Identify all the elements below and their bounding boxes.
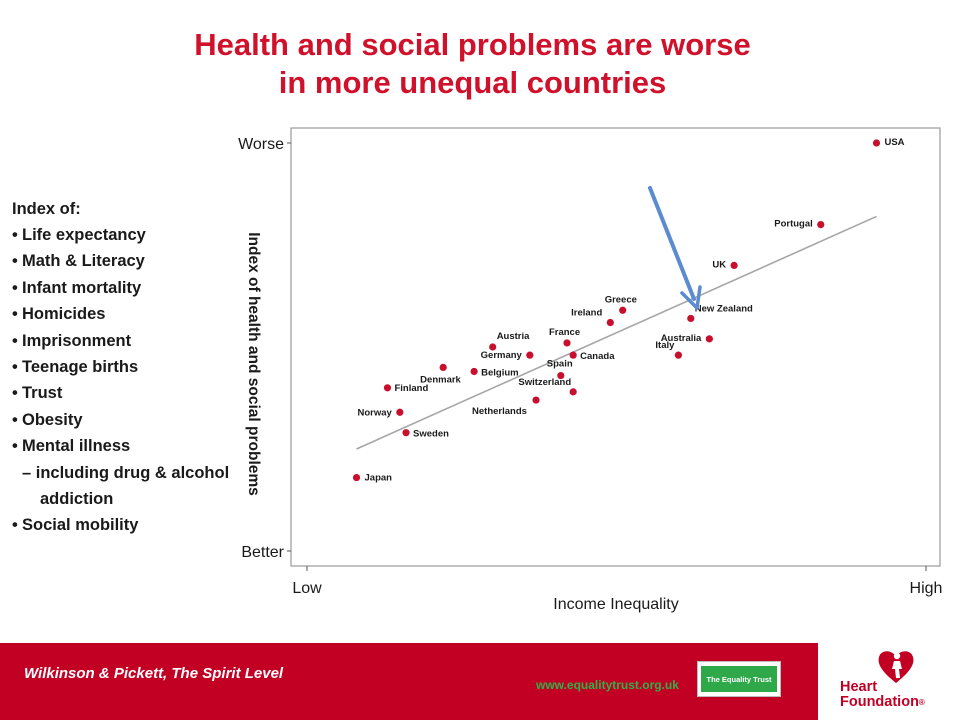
data-point bbox=[872, 139, 881, 147]
x-tick-high: High bbox=[910, 566, 943, 597]
data-point bbox=[619, 306, 627, 314]
data-point bbox=[526, 351, 534, 359]
x-axis-label: Income Inequality bbox=[553, 596, 678, 613]
x-tick-low: Low bbox=[292, 566, 322, 597]
arrow-head bbox=[680, 285, 702, 310]
index-items: Life expectancy Math & Literacy Infant m… bbox=[12, 222, 242, 538]
index-heading: Index of: bbox=[12, 200, 81, 218]
data-point bbox=[606, 318, 614, 327]
point-label: Austria bbox=[497, 331, 530, 342]
point-label: Belgium bbox=[481, 367, 518, 378]
index-item: Homicides bbox=[12, 301, 242, 328]
data-point bbox=[402, 429, 410, 437]
equality-trust-link[interactable]: www.equalitytrust.org.uk bbox=[536, 678, 679, 692]
title-line-1: Health and social problems are worse bbox=[194, 27, 751, 62]
index-item: Social mobility bbox=[12, 512, 242, 539]
y-axis-label: Index of health and social problems bbox=[245, 232, 262, 496]
data-point bbox=[687, 314, 695, 323]
point-label: Netherlands bbox=[472, 406, 527, 417]
title-line-2: in more unequal countries bbox=[278, 65, 667, 100]
heart-foundation-wordmark: Heart Foundation® bbox=[840, 680, 925, 710]
index-item: Trust bbox=[12, 380, 242, 407]
data-point bbox=[383, 384, 392, 392]
points-layer bbox=[352, 139, 881, 482]
heart-foundation-logo: Heart Foundation® bbox=[818, 643, 960, 720]
point-label: Portugal bbox=[774, 219, 813, 230]
x-tick-label-low: Low bbox=[292, 580, 322, 597]
data-point bbox=[470, 367, 478, 376]
x-tick-label-high: High bbox=[910, 580, 943, 597]
point-label: Germany bbox=[481, 350, 523, 361]
point-label: Ireland bbox=[571, 308, 602, 319]
point-label: Spain bbox=[547, 359, 573, 370]
data-point bbox=[705, 335, 713, 343]
point-label: Norway bbox=[358, 407, 393, 418]
index-item: Math & Literacy bbox=[12, 248, 242, 275]
plot-frame bbox=[290, 127, 941, 567]
annotation-arrow bbox=[648, 186, 702, 310]
slide-title: Health and social problems are worse in … bbox=[0, 26, 945, 102]
index-item: Teenage births bbox=[12, 354, 242, 381]
data-point bbox=[674, 351, 683, 359]
data-point bbox=[817, 221, 825, 229]
trend-line bbox=[356, 215, 877, 450]
index-item: Life expectancy bbox=[12, 222, 242, 249]
point-label: Sweden bbox=[413, 429, 449, 440]
index-list: Index of: Life expectancy Math & Literac… bbox=[12, 196, 242, 538]
arrow-shaft bbox=[648, 186, 696, 301]
trend-line-group bbox=[356, 215, 877, 450]
brand-mark: ® bbox=[918, 698, 925, 707]
point-label: New Zealand bbox=[695, 303, 753, 314]
index-item: Obesity bbox=[12, 407, 242, 434]
index-item: Imprisonment bbox=[12, 328, 242, 355]
data-point bbox=[532, 396, 540, 404]
index-subitem: – including drug & alcohol addiction bbox=[12, 460, 242, 512]
index-item: Mental illness bbox=[12, 433, 242, 460]
point-label: Australia bbox=[661, 333, 702, 344]
point-label: Japan bbox=[365, 473, 393, 484]
brand-line-2: Foundation bbox=[840, 694, 919, 710]
point-label: Denmark bbox=[420, 374, 461, 385]
point-label: Italy bbox=[655, 340, 675, 351]
y-tick-label-better: Better bbox=[241, 544, 284, 561]
data-point bbox=[557, 371, 565, 380]
point-label: Finland bbox=[394, 383, 428, 394]
index-item: Infant mortality bbox=[12, 275, 242, 302]
data-point bbox=[396, 408, 404, 416]
equality-trust-logo-text: The Equality Trust bbox=[701, 666, 777, 692]
footer-band bbox=[0, 643, 960, 720]
point-label: France bbox=[549, 327, 580, 338]
brand-line-1: Heart bbox=[840, 679, 878, 695]
point-label: Greece bbox=[605, 294, 637, 305]
data-point bbox=[352, 473, 361, 482]
y-tick-worse: Worse bbox=[238, 136, 291, 153]
data-point bbox=[563, 339, 571, 347]
y-tick-better: Better bbox=[241, 544, 291, 561]
point-label: UK bbox=[712, 259, 726, 270]
data-point bbox=[569, 351, 577, 359]
point-label: Canada bbox=[580, 351, 615, 362]
data-point bbox=[730, 261, 738, 269]
data-point bbox=[439, 363, 447, 371]
heart-foundation-icon bbox=[878, 651, 914, 683]
point-label: Switzerland bbox=[518, 377, 571, 388]
index-subitem-text: – including drug & alcohol addiction bbox=[22, 463, 230, 508]
data-point bbox=[569, 388, 577, 396]
equality-trust-logo[interactable]: The Equality Trust bbox=[697, 661, 781, 697]
citation-text: Wilkinson & Pickett, The Spirit Level bbox=[24, 665, 284, 682]
data-point bbox=[489, 343, 497, 351]
point-label: USA bbox=[884, 137, 904, 148]
y-tick-label-worse: Worse bbox=[238, 136, 284, 153]
